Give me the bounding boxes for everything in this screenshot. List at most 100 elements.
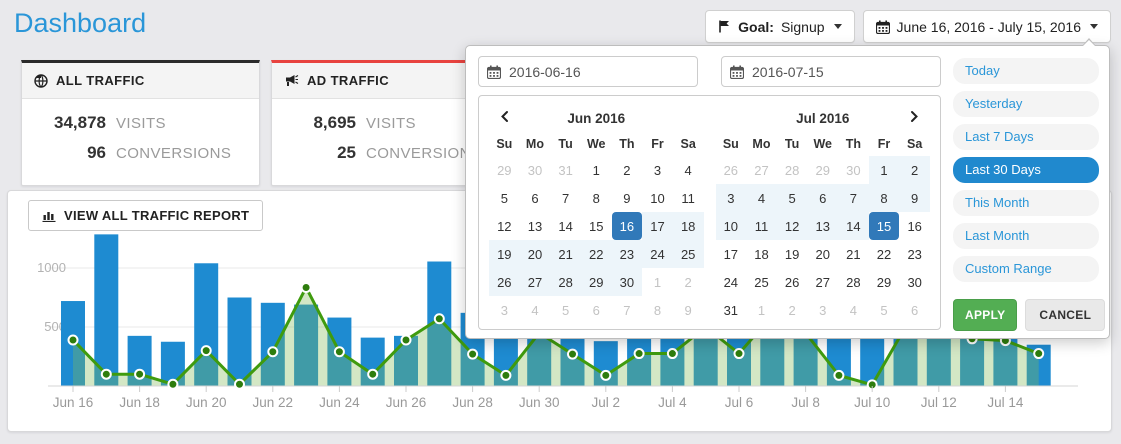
calendar-day-selected[interactable]: 16	[611, 212, 643, 240]
calendar-day[interactable]: 2	[684, 274, 692, 290]
calendar-day[interactable]: 6	[807, 184, 839, 212]
chart-marker[interactable]	[1033, 348, 1045, 360]
calendar-day[interactable]: 16	[907, 218, 922, 234]
calendar-day[interactable]: 22	[876, 246, 892, 262]
calendar-day[interactable]: 27	[754, 162, 769, 178]
calendar-day[interactable]: 1	[653, 274, 662, 290]
chart-marker[interactable]	[167, 378, 179, 390]
prev-month-button[interactable]	[489, 104, 520, 132]
preset-range-last-7-days[interactable]: Last 7 Days	[953, 124, 1099, 150]
calendar-day[interactable]: 19	[489, 240, 520, 268]
calendar-day[interactable]: 9	[899, 184, 930, 212]
calendar-day[interactable]: 1	[592, 162, 600, 178]
chart-marker[interactable]	[467, 348, 479, 360]
chart-marker[interactable]	[300, 281, 312, 293]
calendar-day[interactable]: 20	[519, 240, 551, 268]
calendar-day[interactable]: 30	[527, 162, 543, 178]
chart-bar[interactable]	[194, 263, 219, 386]
preset-range-yesterday[interactable]: Yesterday	[953, 91, 1099, 117]
calendar-day[interactable]: 6	[592, 302, 600, 318]
calendar-day[interactable]: 17	[723, 246, 739, 262]
calendar-day[interactable]: 28	[550, 268, 581, 296]
chart-marker[interactable]	[333, 346, 345, 358]
goal-selector-button[interactable]: Goal: Signup	[705, 10, 855, 43]
calendar-day[interactable]: 15	[589, 218, 604, 234]
calendar-day[interactable]: 18	[754, 246, 769, 262]
chart-marker[interactable]	[67, 334, 79, 346]
preset-range-custom-range[interactable]: Custom Range	[953, 256, 1099, 282]
calendar-day[interactable]: 11	[681, 190, 695, 206]
calendar-day[interactable]: 24	[723, 274, 739, 290]
calendar-day[interactable]: 26	[784, 274, 800, 290]
chart-marker[interactable]	[666, 348, 678, 360]
calendar-day[interactable]: 17	[642, 212, 673, 240]
calendar-day[interactable]: 8	[592, 190, 600, 206]
calendar-day[interactable]: 20	[815, 246, 830, 262]
preset-range-last-30-days[interactable]: Last 30 Days	[953, 157, 1099, 183]
calendar-day[interactable]: 21	[846, 246, 861, 262]
chart-marker[interactable]	[367, 368, 379, 380]
calendar-day[interactable]: 29	[497, 162, 512, 178]
cancel-button[interactable]: CANCEL	[1025, 299, 1106, 331]
calendar-day[interactable]: 30	[907, 274, 922, 290]
calendar-day[interactable]: 30	[846, 162, 861, 178]
chart-marker[interactable]	[733, 348, 745, 360]
calendar-day[interactable]: 10	[715, 212, 747, 240]
calendar-day[interactable]: 5	[776, 184, 808, 212]
calendar-day[interactable]: 4	[746, 184, 777, 212]
calendar-day[interactable]: 10	[650, 190, 665, 206]
calendar-day[interactable]: 14	[838, 212, 869, 240]
calendar-day[interactable]: 13	[807, 212, 839, 240]
calendar-day[interactable]: 18	[672, 212, 704, 240]
calendar-day[interactable]: 2	[788, 302, 796, 318]
chart-marker[interactable]	[600, 369, 612, 381]
calendar-day[interactable]: 29	[815, 162, 830, 178]
calendar-day[interactable]: 26	[723, 162, 739, 178]
calendar-day[interactable]: 7	[838, 184, 869, 212]
calendar-day[interactable]: 12	[497, 218, 512, 234]
calendar-day[interactable]: 9	[684, 302, 692, 318]
calendar-day[interactable]: 27	[519, 268, 551, 296]
calendar-day[interactable]: 23	[907, 246, 922, 262]
chart-marker[interactable]	[134, 368, 146, 380]
calendar-day[interactable]: 6	[911, 302, 919, 318]
next-month-button[interactable]	[899, 104, 930, 132]
calendar-day[interactable]: 31	[558, 162, 573, 178]
calendar-day[interactable]: 7	[561, 190, 570, 206]
calendar-day[interactable]: 4	[849, 302, 857, 318]
chart-marker[interactable]	[200, 345, 212, 357]
calendar-day[interactable]: 9	[623, 190, 631, 206]
chart-marker[interactable]	[633, 348, 645, 360]
chart-bar[interactable]	[260, 302, 285, 386]
calendar-day[interactable]: 28	[846, 274, 861, 290]
end-date-input[interactable]	[752, 63, 940, 80]
calendar-day[interactable]: 6	[531, 190, 539, 206]
calendar-day[interactable]: 13	[527, 218, 543, 234]
calendar-day[interactable]: 11	[746, 212, 777, 240]
calendar-day[interactable]: 1	[757, 302, 766, 318]
calendar-day[interactable]: 12	[776, 212, 808, 240]
calendar-day[interactable]: 1	[868, 156, 900, 184]
calendar-day[interactable]: 28	[784, 162, 800, 178]
chart-bar[interactable]	[94, 234, 119, 386]
calendar-day[interactable]: 30	[611, 268, 643, 296]
calendar-day[interactable]: 29	[876, 274, 892, 290]
calendar-day[interactable]: 2	[623, 162, 631, 178]
chart-bar[interactable]	[160, 341, 185, 386]
chart-bar[interactable]	[294, 304, 319, 386]
calendar-day[interactable]: 22	[580, 240, 612, 268]
chart-marker[interactable]	[267, 346, 279, 358]
calendar-day[interactable]: 24	[642, 240, 673, 268]
start-date-input[interactable]	[509, 63, 697, 80]
calendar-day[interactable]: 23	[611, 240, 643, 268]
preset-range-this-month[interactable]: This Month	[953, 190, 1099, 216]
apply-button[interactable]: APPLY	[953, 299, 1018, 331]
preset-range-last-month[interactable]: Last Month	[953, 223, 1099, 249]
calendar-day[interactable]: 5	[561, 302, 570, 318]
calendar-day[interactable]: 5	[880, 302, 888, 318]
chart-marker[interactable]	[400, 334, 412, 346]
chart-marker[interactable]	[234, 378, 245, 390]
calendar-day[interactable]: 8	[653, 302, 662, 318]
calendar-day[interactable]: 31	[723, 302, 739, 318]
calendar-day-selected[interactable]: 15	[868, 212, 900, 240]
